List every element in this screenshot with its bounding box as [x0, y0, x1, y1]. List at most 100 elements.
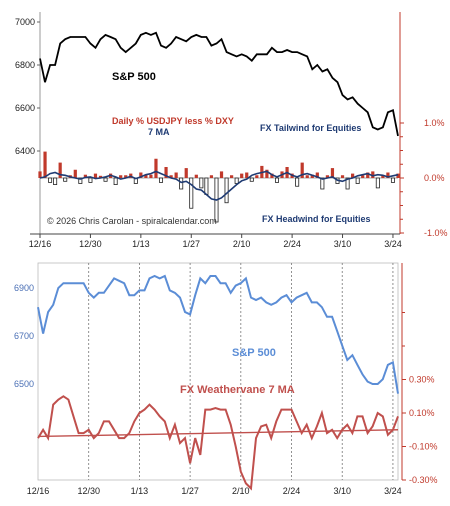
fx-bar	[325, 175, 330, 178]
fx-bar	[159, 177, 164, 183]
ma-annotation: 7 MA	[148, 127, 170, 137]
fx-bar	[38, 171, 42, 178]
right-tick-label: 0.30%	[409, 375, 435, 385]
fx-bar	[53, 177, 58, 185]
fx-bar	[249, 177, 254, 182]
fx-bar	[93, 173, 98, 178]
x-tick-label: 2/24	[283, 486, 301, 496]
fx-bar	[361, 175, 365, 178]
right-tick-label: 1.0%	[424, 118, 445, 128]
fx-bar	[375, 177, 380, 189]
sp500-annotation: S&P 500	[232, 347, 276, 359]
fx-bar	[83, 174, 87, 178]
fx-bar	[139, 172, 143, 178]
sp500-line	[39, 31, 399, 137]
fx-bar	[48, 177, 53, 183]
right-tick-label: -0.10%	[409, 442, 438, 452]
right-tick-label: 0.10%	[409, 408, 435, 418]
right-tick-label: -0.30%	[409, 475, 438, 485]
bottom-chart: 6900 6700 6500 0.30% 0.10% -0.10% -0.30% 12/16 1…	[14, 262, 438, 496]
sp500-annotation: S&P 500	[112, 71, 156, 83]
fx-bar	[78, 177, 83, 184]
fx-bar	[58, 162, 62, 178]
fx-bar	[390, 177, 395, 183]
fx-bar	[320, 177, 325, 190]
fx-bar	[381, 175, 385, 178]
fx-bar	[224, 177, 229, 204]
copyright-annotation: © 2026 Chris Carolan - spiralcalendar.co…	[47, 216, 217, 226]
fx-bar	[274, 177, 279, 183]
fx-bar	[179, 177, 184, 190]
fx-bar	[240, 173, 244, 178]
fx-bar	[113, 177, 118, 185]
fx-bar	[351, 173, 355, 178]
x-tick-label: 3/10	[334, 239, 352, 249]
top-chart: 7000 6800 6600 6400 1.0% 0.0% -1.0% 12/16 12/30 1…	[15, 12, 448, 249]
fx-bar	[219, 171, 224, 178]
x-tick-label: 1/27	[181, 486, 199, 496]
fx-bar	[119, 175, 123, 178]
fx-bar	[234, 177, 239, 184]
left-tick-label: 7000	[15, 17, 35, 27]
fx-bar	[330, 168, 335, 178]
sp500-line	[37, 274, 399, 394]
x-tick-label: 12/30	[77, 486, 100, 496]
fx-bar	[355, 177, 360, 184]
fx-bar	[194, 174, 198, 178]
right-tick-label: 0.0%	[424, 173, 445, 183]
fx-bar	[345, 177, 350, 190]
fx-bar	[184, 168, 188, 178]
left-tick-label: 6600	[15, 103, 35, 113]
fx-bar	[366, 172, 370, 178]
fx-bar	[149, 174, 153, 178]
x-tick-label: 1/27	[183, 239, 201, 249]
x-tick-label: 2/10	[233, 239, 251, 249]
headwind-annotation: FX Headwind for Equities	[262, 214, 371, 224]
left-tick-label: 6500	[14, 379, 34, 389]
fx-bar	[305, 175, 309, 178]
left-tick-label: 6700	[14, 331, 34, 341]
x-tick-label: 3/10	[333, 486, 351, 496]
fx-bar	[371, 171, 375, 178]
fx-bar	[169, 175, 173, 178]
fx-bar	[154, 158, 158, 178]
x-tick-label: 3/24	[384, 239, 402, 249]
fx-bar	[245, 172, 249, 178]
fx-bar	[189, 177, 194, 209]
fx-bar	[144, 174, 148, 178]
tailwind-annotation: FX Tailwind for Equities	[260, 123, 361, 133]
fx-bar	[300, 162, 304, 178]
fx-bar	[164, 167, 168, 178]
x-tick-label: 1/13	[132, 239, 150, 249]
x-tick-label: 12/16	[27, 486, 50, 496]
fx-bar	[340, 175, 345, 178]
right-tick-label: -1.0%	[424, 228, 448, 238]
fx-bar	[386, 172, 390, 178]
fx-bar	[295, 177, 300, 187]
x-tick-label: 12/16	[29, 239, 52, 249]
bottom-plot-frame	[37, 262, 399, 481]
left-tick-label: 6800	[15, 60, 35, 70]
x-tick-label: 3/24	[384, 486, 402, 496]
fx-bar	[43, 151, 47, 178]
x-tick-label: 2/10	[232, 486, 250, 496]
fx-bar	[265, 169, 269, 178]
fx-bar	[88, 177, 93, 183]
weathervane-annotation: FX Weathervane 7 MA	[180, 384, 295, 396]
weathervane-line	[37, 395, 399, 491]
left-tick-label: 6900	[14, 283, 34, 293]
fx-bar	[396, 173, 400, 178]
fx-bar	[103, 177, 108, 182]
fx-bar	[174, 172, 178, 178]
fx-bar	[310, 174, 314, 178]
x-tick-label: 12/30	[79, 239, 102, 249]
fx-bar	[98, 175, 103, 178]
fx-bar	[315, 172, 319, 178]
fx-ma-line	[39, 170, 399, 201]
fx-bar	[124, 175, 128, 178]
fx-bar	[255, 175, 259, 178]
x-tick-label: 2/24	[283, 239, 301, 249]
fx-bar	[204, 177, 209, 195]
